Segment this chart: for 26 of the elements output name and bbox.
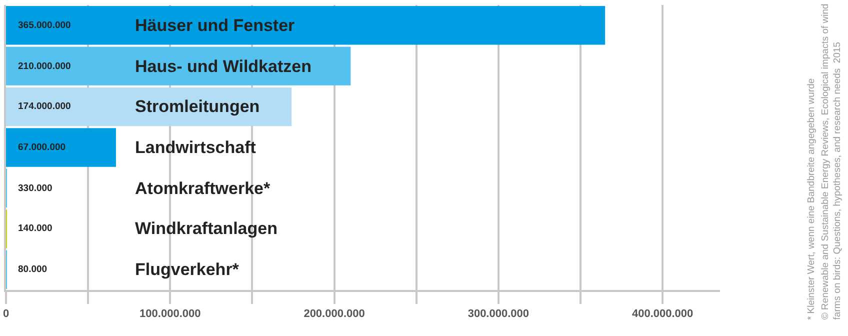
bar (6, 6, 606, 45)
bar (6, 128, 116, 167)
text: © Renewable and Sustainable Energy Reviews, Ecological impacts of wind (820, 4, 831, 320)
y-tick-label: Atomkraftwerke* (135, 179, 270, 198)
data-label: 67.000.000 (18, 142, 66, 153)
y-tick-label: Stromleitungen (135, 97, 260, 116)
data-label: 210.000.000 (18, 61, 71, 72)
x-tick-label: 200.000.000 (304, 308, 365, 320)
y-tick-label: Haus- und Wildkatzen (135, 57, 312, 76)
data-label: 365.000.000 (18, 20, 71, 31)
bar (6, 87, 292, 126)
y-tick-label: Häuser und Fenster (135, 16, 296, 35)
data-label: 174.000.000 (18, 101, 71, 112)
y-tick-label: Landwirtschaft (135, 138, 256, 157)
y-tick-label: Windkraftanlagen (135, 219, 278, 238)
x-tick-label: 0 (2, 308, 10, 320)
data-label: 330.000 (18, 183, 52, 194)
y-tick-label: Flugverkehr* (135, 260, 240, 279)
x-tick-label: 400.000.000 (632, 308, 694, 320)
x-tick-label: 100.000.000 (140, 308, 201, 320)
x-tick-label: 300.000.000 (468, 308, 529, 320)
data-label: 80.000 (18, 264, 48, 275)
bar (6, 46, 351, 86)
text: farms on birds: Questions, hypotheses, and research needs 2015 (832, 42, 843, 320)
data-label: 140.000 (18, 223, 52, 234)
text: * Kleinster Wert, wenn eine Bandbreite angegeben wurde (806, 78, 818, 320)
